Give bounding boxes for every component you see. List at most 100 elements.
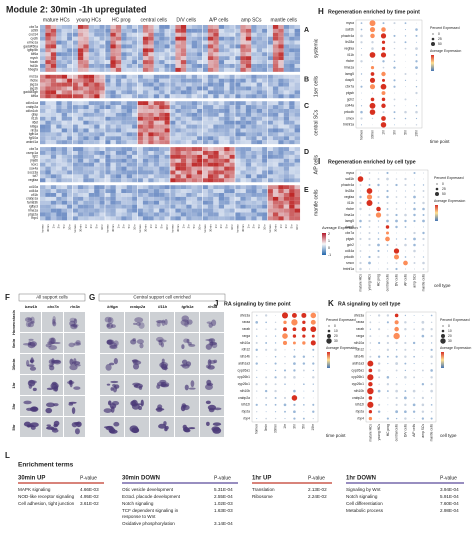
stain bbox=[208, 341, 218, 346]
panel-label: J bbox=[214, 299, 218, 308]
gene-label: rhcbe bbox=[30, 79, 38, 83]
heatmap-cell bbox=[99, 109, 106, 113]
term: Ribosome bbox=[252, 494, 273, 499]
size-tick: 50 bbox=[442, 192, 446, 196]
stain bbox=[188, 427, 196, 430]
heatmap-cell bbox=[229, 94, 236, 99]
heatmap-cell bbox=[67, 178, 73, 183]
dot bbox=[302, 355, 306, 358]
heatmap-cell bbox=[240, 204, 246, 209]
heatmap-cell bbox=[289, 40, 295, 45]
image-gene: crabp2a bbox=[130, 304, 146, 309]
stain bbox=[188, 344, 196, 347]
x-label: 3hr bbox=[392, 129, 396, 135]
dot bbox=[394, 326, 399, 332]
heatmap-cell bbox=[94, 112, 100, 117]
heatmap-cell bbox=[289, 166, 295, 171]
heatmap-cell bbox=[256, 174, 263, 179]
gene-label: cyp26b1 bbox=[352, 375, 365, 379]
dot bbox=[386, 383, 390, 386]
dot bbox=[395, 238, 398, 240]
heatmap-cell bbox=[224, 52, 230, 57]
heatmap-cell bbox=[77, 64, 84, 68]
heatmap-cell bbox=[110, 48, 116, 53]
dot bbox=[370, 33, 375, 39]
dot bbox=[378, 321, 380, 323]
heatmap-cell bbox=[267, 170, 273, 175]
heatmap-cell bbox=[202, 196, 208, 201]
dot bbox=[395, 383, 398, 386]
stain bbox=[206, 321, 213, 324]
heatmap-cell bbox=[240, 86, 246, 91]
heatmap-cell bbox=[180, 67, 187, 72]
heatmap-cell bbox=[50, 151, 57, 155]
heatmap-cell bbox=[294, 158, 301, 163]
time-label: 5hr bbox=[192, 224, 196, 228]
heatmap-cell bbox=[218, 208, 225, 213]
heatmap-cell bbox=[67, 128, 73, 133]
heatmap-cell bbox=[126, 28, 133, 33]
heatmap-cell bbox=[191, 40, 198, 45]
heatmap-cell bbox=[202, 32, 208, 37]
dot bbox=[422, 196, 425, 198]
heatmap-cell bbox=[159, 48, 165, 53]
heatmap-cell bbox=[61, 36, 68, 41]
heatmap-cell bbox=[110, 154, 116, 159]
dot bbox=[413, 355, 415, 358]
heatmap-cell bbox=[224, 178, 230, 183]
heatmap-cell bbox=[121, 158, 127, 163]
gene-label: cbx7a bbox=[345, 231, 354, 235]
heatmap-cell bbox=[159, 112, 165, 117]
heatmap-cell bbox=[159, 170, 165, 175]
heatmap-cell bbox=[72, 193, 78, 197]
heatmap-cell bbox=[170, 90, 176, 95]
heatmap-cell bbox=[132, 196, 138, 201]
heatmap-cell bbox=[99, 174, 106, 179]
dot bbox=[274, 321, 277, 324]
dot bbox=[274, 383, 277, 386]
heatmap-cell bbox=[67, 40, 73, 45]
heatmap-cell bbox=[126, 200, 133, 205]
dot bbox=[416, 22, 417, 24]
heatmap-cell bbox=[72, 109, 78, 113]
heatmap-cell bbox=[218, 112, 225, 117]
pvalue: 3.94E-04 bbox=[440, 487, 459, 492]
heatmap-cell bbox=[132, 120, 138, 125]
ish-image bbox=[175, 417, 199, 437]
heatmap-cell bbox=[99, 185, 106, 190]
heatmap-cell bbox=[72, 170, 78, 175]
heatmap-cell bbox=[180, 196, 187, 201]
heatmap-cell bbox=[240, 154, 246, 159]
heatmap-cell bbox=[105, 78, 111, 83]
heatmap-cell bbox=[132, 25, 138, 29]
heatmap-cell bbox=[77, 204, 84, 209]
heatmap-cell bbox=[40, 82, 46, 87]
stain bbox=[205, 400, 211, 405]
heatmap-cell bbox=[272, 136, 279, 141]
heatmap-cell bbox=[213, 124, 219, 129]
heatmap-cell bbox=[202, 78, 208, 83]
dot bbox=[284, 410, 286, 413]
heatmap-cell bbox=[224, 193, 230, 197]
heatmap-cell bbox=[262, 189, 268, 194]
heatmap-cell bbox=[56, 136, 62, 141]
heatmap-cell bbox=[218, 101, 225, 106]
heatmap-cell bbox=[267, 189, 273, 194]
heatmap-cell bbox=[262, 82, 268, 87]
dot bbox=[377, 369, 381, 372]
heatmap-cell bbox=[191, 147, 198, 152]
dot bbox=[404, 98, 407, 101]
heatmap-cell bbox=[283, 40, 290, 45]
heatmap-cell bbox=[105, 166, 111, 171]
term: Notch signaling bbox=[346, 494, 378, 499]
heatmap-cell bbox=[115, 140, 122, 145]
heatmap-cell bbox=[207, 170, 214, 175]
dot bbox=[413, 231, 416, 235]
heatmap-cell bbox=[283, 216, 290, 221]
heatmap-cell bbox=[88, 67, 95, 72]
dot bbox=[422, 244, 425, 246]
heatmap-cell bbox=[115, 112, 122, 117]
heatmap-cell bbox=[115, 193, 122, 197]
heatmap-cell bbox=[110, 200, 116, 205]
heatmap-cell bbox=[170, 52, 176, 57]
